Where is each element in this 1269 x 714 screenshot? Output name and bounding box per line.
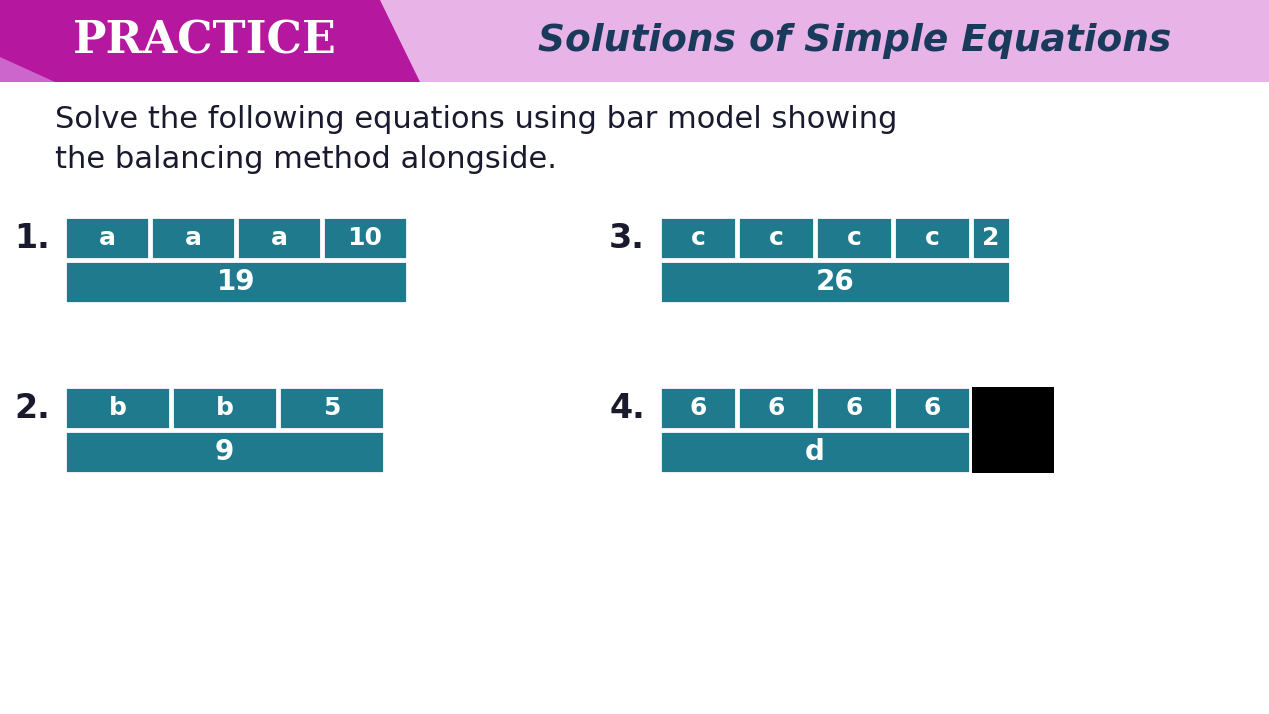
Bar bbox=[65, 387, 170, 429]
Text: 5: 5 bbox=[322, 396, 340, 420]
Text: 9: 9 bbox=[214, 438, 233, 466]
Bar bbox=[816, 217, 892, 259]
Bar bbox=[660, 261, 1010, 303]
Bar bbox=[65, 431, 385, 473]
Bar bbox=[0, 0, 1269, 82]
Bar bbox=[972, 387, 1055, 473]
Bar bbox=[739, 387, 813, 429]
Bar bbox=[739, 217, 813, 259]
Bar bbox=[660, 431, 970, 473]
Text: a: a bbox=[184, 226, 202, 250]
Polygon shape bbox=[0, 0, 420, 82]
Text: Solutions of Simple Equations: Solutions of Simple Equations bbox=[538, 23, 1171, 59]
Text: b: b bbox=[109, 396, 127, 420]
Bar bbox=[173, 387, 277, 429]
Text: c: c bbox=[846, 226, 862, 250]
Bar bbox=[65, 261, 407, 303]
Text: b: b bbox=[216, 396, 233, 420]
Text: d: d bbox=[805, 438, 825, 466]
Bar bbox=[324, 217, 407, 259]
Bar bbox=[660, 387, 736, 429]
Text: 6: 6 bbox=[689, 396, 707, 420]
Text: 2: 2 bbox=[982, 226, 1000, 250]
Text: 2.: 2. bbox=[14, 391, 49, 425]
Text: PRACTICE: PRACTICE bbox=[74, 19, 336, 63]
Bar bbox=[893, 387, 970, 429]
Bar bbox=[816, 387, 892, 429]
Text: 26: 26 bbox=[816, 268, 854, 296]
Text: Solve the following equations using bar model showing: Solve the following equations using bar … bbox=[55, 104, 897, 134]
Text: 4.: 4. bbox=[609, 391, 645, 425]
Text: 10: 10 bbox=[348, 226, 382, 250]
Bar bbox=[660, 217, 736, 259]
Text: a: a bbox=[270, 226, 288, 250]
Bar bbox=[279, 387, 385, 429]
Text: 19: 19 bbox=[217, 268, 255, 296]
Text: c: c bbox=[925, 226, 939, 250]
Bar bbox=[972, 217, 1010, 259]
Text: 1.: 1. bbox=[14, 221, 49, 254]
Text: 3.: 3. bbox=[609, 221, 645, 254]
Text: c: c bbox=[690, 226, 706, 250]
Bar bbox=[893, 217, 970, 259]
Text: the balancing method alongside.: the balancing method alongside. bbox=[55, 144, 557, 174]
Text: 6: 6 bbox=[924, 396, 940, 420]
Text: 6: 6 bbox=[768, 396, 784, 420]
Bar bbox=[237, 217, 321, 259]
Text: a: a bbox=[99, 226, 115, 250]
Polygon shape bbox=[0, 57, 55, 82]
Bar bbox=[65, 217, 148, 259]
Text: c: c bbox=[769, 226, 783, 250]
Text: 6: 6 bbox=[845, 396, 863, 420]
Bar bbox=[151, 217, 235, 259]
